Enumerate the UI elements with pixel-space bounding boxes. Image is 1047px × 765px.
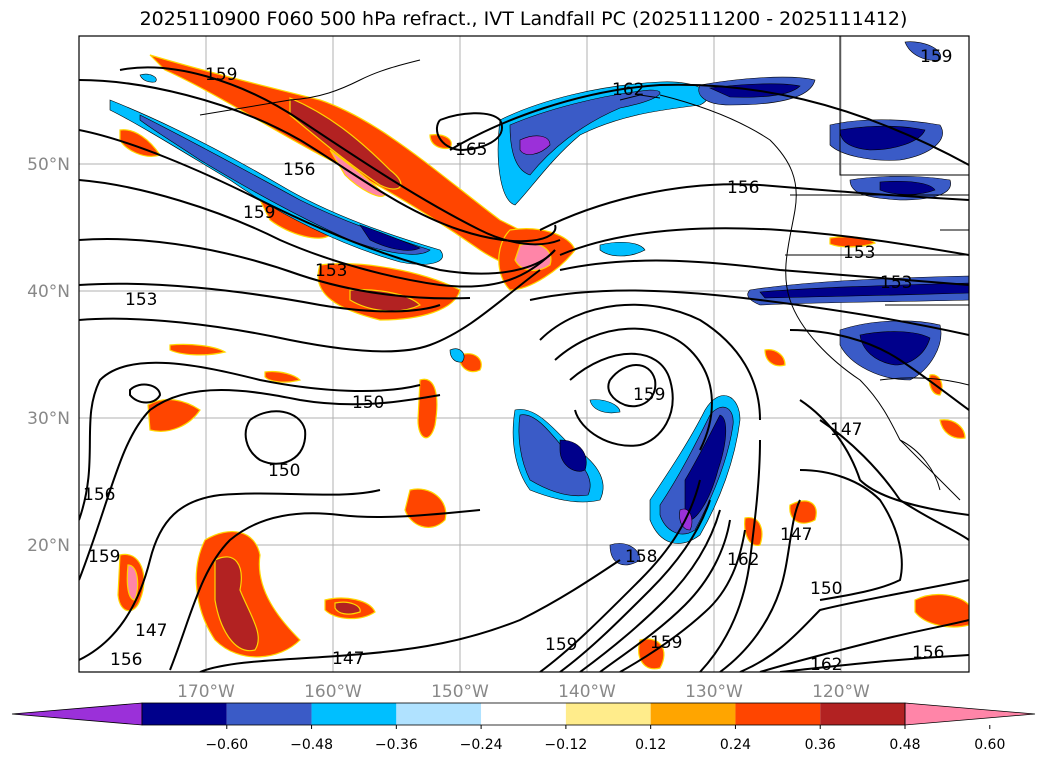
colorbar-tick-label: 0.12 — [635, 737, 666, 753]
contour-label: 159 — [920, 47, 952, 67]
map-title: 2025110900 F060 500 hPa refract., IVT La… — [139, 8, 908, 30]
colorbar-segment — [311, 703, 397, 725]
contour-label: 150 — [268, 461, 300, 481]
contour-label: 150 — [810, 579, 842, 599]
colorbar-segment — [396, 703, 482, 725]
contour-label: 147 — [135, 621, 167, 641]
contour-labels: 159 156 159 153 153 165 162 156 153 153 … — [83, 47, 952, 675]
colorbar-min-extend — [11, 702, 143, 726]
contour-label: 162 — [810, 655, 842, 675]
lon-label: 160°W — [304, 682, 362, 702]
contour-label: 147 — [830, 420, 862, 440]
lon-label: 120°W — [812, 682, 870, 702]
contour-label: 159 — [243, 203, 275, 223]
contour-label: 165 — [455, 140, 487, 160]
colorbar: −0.60 −0.48 −0.36 −0.24 −0.12 0.12 0.24 0.36 0.4… — [11, 702, 1036, 753]
contour-label: 147 — [780, 525, 812, 545]
colorbar-tick-label: −0.36 — [375, 737, 418, 753]
contour-label: 153 — [843, 243, 875, 263]
colorbar-tick-label: −0.60 — [205, 737, 248, 753]
latitude-labels: 50°N 40°N 30°N 20°N — [27, 155, 70, 556]
colorbar-tick-label: 0.36 — [805, 737, 836, 753]
longitude-labels: 170°W 160°W 150°W 140°W 130°W 120°W — [177, 682, 870, 702]
colorbar-max-extend — [904, 702, 1036, 726]
contour-label: 153 — [125, 290, 157, 310]
contour-label: 156 — [912, 643, 944, 663]
lat-label: 30°N — [27, 409, 70, 429]
contour-label: 159 — [650, 633, 682, 653]
colorbar-tick-label: −0.48 — [290, 737, 333, 753]
colorbar-segment — [820, 703, 905, 725]
contour-label: 150 — [352, 393, 384, 413]
contour-label: 156 — [727, 178, 759, 198]
contour-label: 159 — [545, 635, 577, 655]
colorbar-frame — [141, 702, 906, 726]
positive-anomaly-fills — [117, 54, 969, 670]
lat-label: 50°N — [27, 155, 70, 175]
map-border — [78, 35, 970, 673]
contour-label: 162 — [727, 550, 759, 570]
colorbar-segment — [735, 703, 821, 725]
contour-label: 147 — [332, 649, 364, 669]
contour-label: 156 — [83, 485, 115, 505]
colorbar-tick-label: −0.12 — [544, 737, 587, 753]
contour-label: 156 — [283, 160, 315, 180]
lon-label: 130°W — [685, 682, 743, 702]
contour-label: 159 — [88, 547, 120, 567]
contour-label: 162 — [612, 80, 644, 100]
lat-label: 20°N — [27, 536, 70, 556]
lon-label: 170°W — [177, 682, 235, 702]
contour-label: 158 — [625, 547, 657, 567]
colorbar-segment — [142, 703, 227, 725]
colorbar-tick-label: 0.24 — [720, 737, 751, 753]
lon-label: 150°W — [431, 682, 489, 702]
contour-label: 156 — [110, 650, 142, 670]
coastlines — [199, 36, 969, 501]
contour-label: 153 — [880, 273, 912, 293]
contour-label: 159 — [205, 65, 237, 85]
colorbar-segment — [650, 703, 736, 725]
contour-label: 159 — [633, 385, 665, 405]
colorbar-tick-label: −0.24 — [460, 737, 503, 753]
colorbar-segment — [226, 703, 312, 725]
colorbar-tick-label: 0.60 — [974, 737, 1005, 753]
refractivity-contours — [79, 66, 969, 672]
colorbar-segment — [565, 703, 651, 725]
lat-label: 40°N — [27, 282, 70, 302]
lon-label: 140°W — [558, 682, 616, 702]
contour-label: 153 — [315, 261, 347, 281]
colorbar-tick-label: 0.48 — [889, 737, 920, 753]
colorbar-segment — [481, 703, 566, 725]
